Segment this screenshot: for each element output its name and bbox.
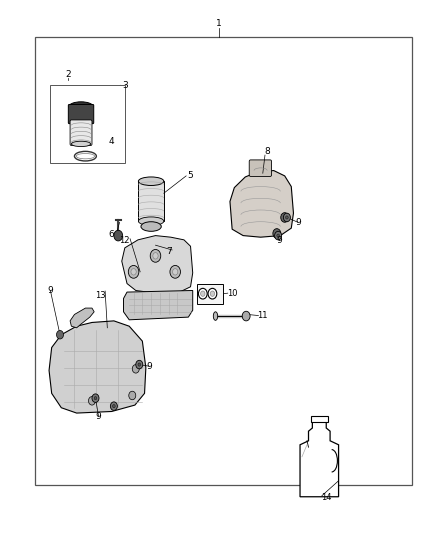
Circle shape [94,397,97,400]
Text: 7: 7 [166,247,172,256]
Circle shape [131,269,136,275]
Text: 9: 9 [47,286,53,295]
Bar [138,181,164,221]
Ellipse shape [71,141,91,147]
Text: 13: 13 [95,291,106,300]
Circle shape [286,216,288,219]
Ellipse shape [69,102,93,111]
Circle shape [129,391,136,400]
Text: 10: 10 [227,289,237,297]
Circle shape [110,402,117,410]
Polygon shape [230,171,293,237]
Ellipse shape [213,312,218,320]
Circle shape [277,234,279,237]
Circle shape [275,231,282,240]
Circle shape [153,253,158,259]
Circle shape [208,288,217,299]
Text: 9: 9 [295,218,301,227]
Ellipse shape [141,222,161,231]
Text: 5: 5 [187,172,194,180]
Circle shape [128,265,139,278]
Polygon shape [49,321,146,413]
Polygon shape [300,421,339,497]
Bar [50,85,125,163]
Circle shape [273,229,281,238]
Circle shape [281,213,289,222]
Circle shape [132,365,139,373]
Text: 6: 6 [109,230,115,239]
Text: 8: 8 [264,148,270,156]
Circle shape [88,397,95,405]
Bar [311,416,328,422]
Text: 2: 2 [65,70,71,79]
Polygon shape [70,308,94,328]
Text: 3: 3 [122,81,128,90]
Circle shape [138,363,141,366]
Ellipse shape [138,177,164,185]
Text: 9: 9 [146,362,152,370]
Circle shape [113,405,115,408]
Ellipse shape [138,217,164,225]
FancyBboxPatch shape [249,160,272,176]
Circle shape [198,288,207,299]
Circle shape [114,230,123,241]
Circle shape [170,265,180,278]
Text: 14: 14 [321,494,332,502]
Circle shape [136,360,143,369]
Text: 4: 4 [109,137,114,146]
Circle shape [150,249,161,262]
Text: 11: 11 [258,311,268,320]
Text: 9: 9 [276,236,283,245]
Text: 1: 1 [216,20,222,28]
Bar [35,37,412,485]
Circle shape [210,291,215,296]
Circle shape [57,330,64,339]
Circle shape [92,394,99,402]
Circle shape [283,213,290,222]
FancyBboxPatch shape [70,120,92,146]
FancyBboxPatch shape [68,104,94,124]
Polygon shape [122,236,193,293]
Text: 12: 12 [120,237,130,245]
Polygon shape [124,290,193,320]
Text: 9: 9 [95,412,102,421]
Circle shape [242,311,250,321]
Circle shape [201,291,205,296]
Circle shape [173,269,178,275]
Bar [197,284,223,304]
